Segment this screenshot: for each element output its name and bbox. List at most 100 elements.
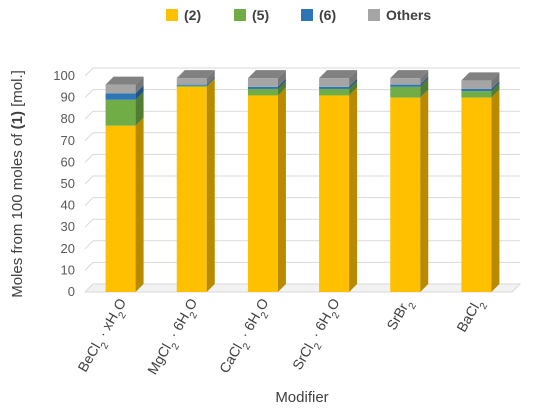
bar-side	[420, 70, 429, 85]
bar-segment	[176, 70, 215, 85]
bar-segment	[461, 72, 500, 89]
bar-segment	[461, 89, 500, 292]
bar-top	[319, 70, 358, 79]
legend-swatch	[301, 9, 313, 21]
x-tick-label: CaCl2 · 6H2O	[216, 295, 276, 378]
bar-front	[319, 88, 350, 96]
bar-segment	[390, 76, 429, 87]
bar-side	[420, 89, 429, 292]
y-tick-label: 40	[61, 198, 75, 213]
bar-segment	[105, 85, 144, 100]
bar-segment	[319, 80, 358, 96]
y-tick-label: 90	[61, 90, 75, 105]
bar-front	[390, 78, 421, 85]
legend-item: Others	[368, 7, 431, 23]
x-tick-label: SrBr2	[383, 295, 419, 335]
legend-swatch	[234, 9, 246, 21]
bar-side	[491, 72, 500, 89]
bar-front	[390, 84, 421, 87]
bar-front	[461, 91, 492, 98]
bar-side	[135, 76, 144, 94]
bar-side	[277, 87, 286, 292]
bar-front	[176, 84, 207, 86]
x-tick-label: BaCl2	[453, 295, 490, 337]
gridline-side	[84, 175, 94, 185]
legend-label: (6)	[319, 7, 336, 23]
legend-item: (5)	[234, 7, 269, 23]
bar-side	[349, 80, 358, 96]
gridline-side	[84, 218, 94, 228]
bar-side	[420, 76, 429, 87]
bar-segment	[176, 78, 215, 292]
bar-side	[491, 89, 500, 292]
bar-side	[206, 70, 215, 85]
bar-front	[247, 86, 278, 89]
bar-segment	[247, 80, 286, 96]
bar-front	[176, 85, 207, 87]
y-tick-label: 60	[61, 154, 75, 169]
x-tick-label: BeCl2 · xH2O	[74, 295, 134, 377]
gridline-side	[84, 154, 94, 163]
bar-front	[105, 84, 136, 94]
bar-segment	[319, 78, 358, 89]
y-tick-label: 70	[61, 133, 75, 148]
bar-segment	[461, 83, 500, 98]
bar-segment	[176, 77, 215, 87]
bar-front	[390, 97, 421, 292]
bar-front	[247, 88, 278, 96]
bar-top	[461, 72, 500, 81]
bar-top	[390, 70, 429, 79]
bar-front	[390, 86, 421, 98]
gridline-side	[84, 89, 94, 98]
bar-front	[319, 95, 350, 292]
bar-side	[349, 78, 358, 89]
bar-side	[349, 70, 358, 87]
bar-segment	[176, 76, 215, 86]
bar-side	[349, 87, 358, 292]
legend-label: Others	[386, 7, 431, 23]
y-tick-label: 0	[68, 284, 75, 299]
bar-side	[135, 91, 144, 126]
bar-segment	[105, 91, 144, 126]
bar-segment	[247, 78, 286, 89]
chart-floor	[83, 283, 522, 293]
y-tick-label: 20	[61, 241, 75, 256]
bar-front	[176, 86, 207, 292]
bar-front	[461, 97, 492, 292]
bar-side	[277, 78, 286, 89]
bar-top	[176, 70, 215, 79]
bar-side	[277, 80, 286, 96]
gridline-side	[84, 67, 94, 77]
x-tick-label: MgCl2 · 6H2O	[144, 295, 205, 379]
bar-top	[247, 70, 286, 79]
legend-label: (2)	[184, 7, 201, 23]
y-tick-label: 100	[53, 68, 75, 83]
bar-segment	[105, 76, 144, 94]
x-axis-title: Modifier	[275, 389, 328, 406]
bar-side	[206, 77, 215, 87]
bar-front	[105, 125, 136, 293]
bar-front	[105, 99, 136, 126]
y-tick-label: 10	[61, 262, 75, 277]
bar-front	[319, 78, 350, 87]
gridline-side	[84, 197, 94, 206]
bar-segment	[390, 89, 429, 292]
bar-side	[277, 70, 286, 87]
bar-front	[247, 95, 278, 292]
bar-segment	[247, 70, 286, 87]
y-tick-label: 50	[61, 176, 75, 191]
legend-swatch	[166, 9, 178, 21]
bar-segment	[319, 70, 358, 87]
x-tick-label: SrCl2 · 6H2O	[289, 295, 347, 375]
bar-side	[491, 83, 500, 98]
y-axis-title: Moles from 100 moles of (1) [mol.]	[9, 70, 26, 298]
bar-front	[461, 88, 492, 92]
bar-side	[135, 117, 144, 293]
legend-swatch	[368, 9, 380, 21]
bar-front	[176, 78, 207, 85]
legend-item: (2)	[166, 7, 201, 23]
bar-segment	[390, 70, 429, 85]
y-tick-label: 30	[61, 219, 75, 234]
